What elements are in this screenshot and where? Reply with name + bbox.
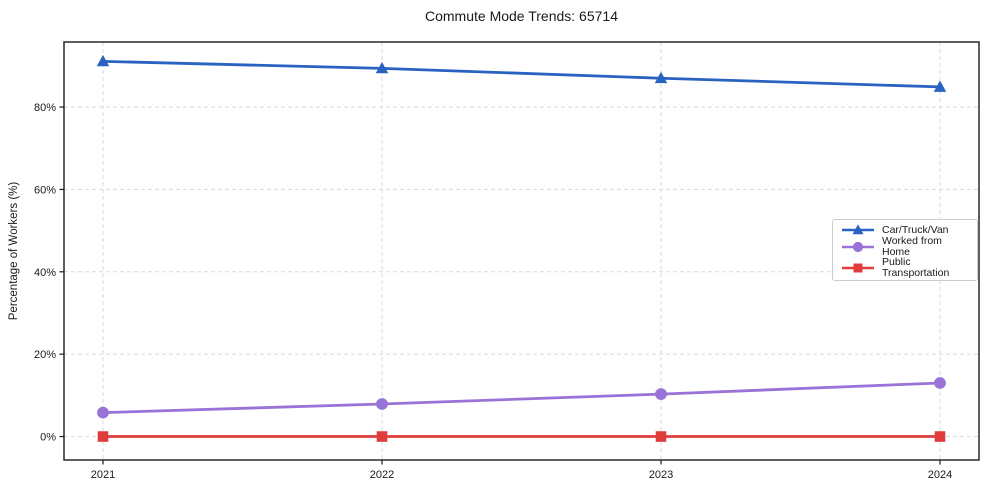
y-axis-label: Percentage of Workers (%)	[8, 181, 20, 321]
chart-title: Commute Mode Trends: 65714	[425, 8, 618, 24]
legend-item-car-truck-van: Car/Truck/Van	[841, 224, 971, 236]
series-public-transportation	[97, 431, 946, 442]
y-tick-label: 60%	[34, 184, 56, 196]
plot-border	[63, 41, 980, 461]
legend: Car/Truck/Van Worked from Home Public Tr…	[832, 219, 978, 281]
series-car-truck-van	[96, 54, 947, 92]
y-tick-label: 20%	[34, 349, 56, 361]
legend-triangle-marker-icon	[842, 224, 874, 235]
tick-labels: 0% 20% 40% 60% 80% 2021 2022 2023 2024	[34, 102, 952, 481]
y-tick-label: 0%	[40, 432, 56, 444]
x-tick-label: 2023	[649, 469, 673, 481]
legend-label: Public Transportation	[882, 256, 950, 279]
legend-label: Car/Truck/Van	[882, 223, 949, 236]
x-tick-label: 2024	[928, 469, 952, 481]
legend-item-worked-from-home: Worked from Home	[841, 236, 971, 257]
series-worked-from-home	[97, 377, 946, 419]
x-tick-label: 2021	[91, 469, 115, 481]
legend-item-public-transportation: Public Transportation	[841, 257, 971, 278]
x-tick-label: 2022	[370, 469, 394, 481]
axis-ticks	[59, 106, 941, 465]
legend-square-marker-icon	[842, 263, 874, 272]
legend-label: Worked from Home	[882, 235, 942, 258]
y-tick-label: 80%	[34, 102, 56, 114]
y-tick-label: 40%	[34, 267, 56, 279]
legend-circle-marker-icon	[842, 241, 874, 252]
